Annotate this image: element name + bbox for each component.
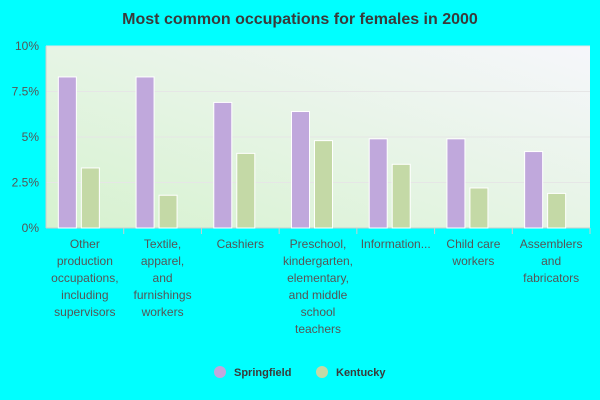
bar-kentucky[interactable]: Kentucky: 1.8% xyxy=(158,194,178,229)
bar-kentucky[interactable]: Kentucky: 3.5% xyxy=(391,163,411,229)
bar-kentucky[interactable]: Kentucky: 4.8% xyxy=(314,140,333,229)
y-axis-ticks: 0% 2.5% 5% 7.5% 10% xyxy=(12,39,40,235)
x-category-label: Preschool, kindergarten, elementary, and mi… xyxy=(283,237,353,336)
bar-springfield[interactable]: Springfield: 4.2% xyxy=(524,151,544,229)
x-category-label: Other production occupations, including supe… xyxy=(51,237,118,319)
bar-springfield[interactable]: Springfield: 8.3% xyxy=(135,76,155,229)
legend: Springfield Kentucky xyxy=(214,366,386,379)
chart-title: Most common occupations for females in 2… xyxy=(122,11,478,28)
bar-springfield[interactable]: Springfield: 8.3% xyxy=(57,76,77,229)
legend-item-springfield[interactable]: Springfield xyxy=(214,366,291,379)
x-category-label: Cashiers xyxy=(217,237,264,251)
y-tick-label: 2.5% xyxy=(12,176,40,190)
legend-swatch xyxy=(316,366,328,378)
x-category-label: Assemblers and fabricators xyxy=(520,237,583,285)
bars: Springfield: 8.3%Kentucky: 3.3%Springfie… xyxy=(57,76,567,229)
bar-springfield[interactable]: Springfield: 4.9% xyxy=(368,138,388,229)
bar-kentucky[interactable]: Kentucky: 4.1% xyxy=(236,152,256,229)
y-tick-label: 0% xyxy=(22,221,40,235)
legend-swatch xyxy=(214,366,226,378)
y-tick-label: 7.5% xyxy=(12,85,40,99)
x-axis-category-labels: Other production occupations, including supe… xyxy=(51,237,582,336)
bar-kentucky[interactable]: Kentucky: 1.9% xyxy=(547,192,567,229)
legend-item-kentucky[interactable]: Kentucky xyxy=(316,366,386,379)
x-category-label: Information... xyxy=(361,237,431,251)
legend-label: Kentucky xyxy=(336,367,386,379)
bar-kentucky[interactable]: Kentucky: 2.2% xyxy=(469,187,489,229)
x-category-label: Child care workers xyxy=(446,237,500,268)
legend-label: Springfield xyxy=(234,367,291,379)
bar-kentucky[interactable]: Kentucky: 3.3% xyxy=(80,167,100,229)
bar-springfield[interactable]: Springfield: 6.4% xyxy=(291,111,310,229)
x-category-label: Textile, apparel, and furnishings workers xyxy=(134,237,192,319)
y-tick-label: 10% xyxy=(15,39,39,53)
bar-springfield[interactable]: Springfield: 6.9% xyxy=(213,101,233,229)
bar-springfield[interactable]: Springfield: 4.9% xyxy=(446,138,466,229)
y-tick-label: 5% xyxy=(22,130,40,144)
